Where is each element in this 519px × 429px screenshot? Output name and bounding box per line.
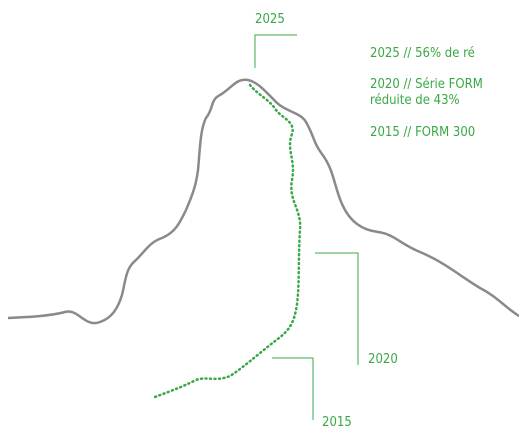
callout-year: 2015 [322, 415, 352, 429]
legend-line: 2015 // FORM 300 [370, 125, 475, 140]
legend-line: 2025 // 56% de ré [370, 46, 475, 61]
callout-line [272, 358, 313, 420]
legend-line: réduite de 43% [370, 93, 460, 108]
legend-line: 2020 // Série FORM [370, 77, 483, 92]
diagram: 2025 2020 2015 2025 // 56% de ré 2020 //… [0, 0, 519, 429]
callout-line [315, 253, 358, 365]
mountain-outline [8, 80, 519, 323]
callout-year: 2025 [255, 12, 285, 27]
callout-line [255, 35, 297, 68]
callout-year: 2020 [368, 352, 398, 367]
progress-path [155, 85, 300, 397]
page: 2025 2020 2015 2025 // 56% de ré 2020 //… [0, 0, 519, 429]
